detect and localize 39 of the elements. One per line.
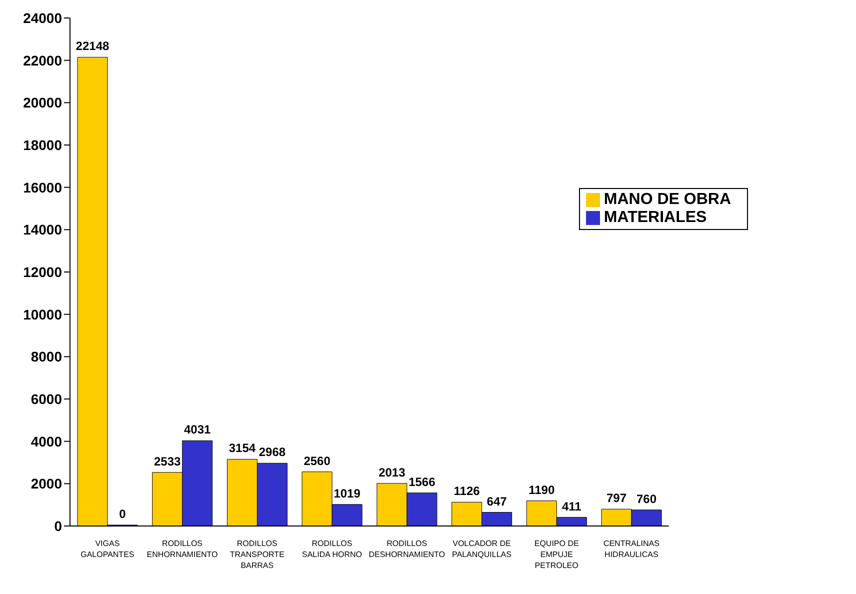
y-tick-label: 6000 xyxy=(30,390,62,407)
x-tick-label: RODILLOS DESHORNAMIENTO xyxy=(368,539,446,559)
data-label: 0 xyxy=(119,507,126,521)
x-tick-label: RODILLOS SALIDA HORNO xyxy=(302,539,362,559)
data-label: 647 xyxy=(486,494,508,508)
data-label: 1126 xyxy=(454,484,480,498)
data-label: 1190 xyxy=(528,482,555,497)
y-tick-label: 14000 xyxy=(23,222,62,238)
legend-label: MATERIALES xyxy=(604,209,707,226)
data-label: 4031 xyxy=(184,422,212,437)
y-tick-label: 0 xyxy=(54,518,62,534)
data-label: 1019 xyxy=(334,486,361,500)
data-label: 2013 xyxy=(378,465,406,480)
x-tick-label: RODILLOS TRANSPORTE BARRAS xyxy=(230,539,284,570)
data-label: 760 xyxy=(636,492,657,506)
data-label: 2533 xyxy=(154,454,182,468)
data-label: 1566 xyxy=(408,474,436,489)
y-tick-label: 16000 xyxy=(23,179,62,196)
y-tick-label: 12000 xyxy=(23,264,62,280)
data-label: 2968 xyxy=(258,445,286,460)
x-tick-label: EQUIPO DE EMPUJE PETROLEO xyxy=(534,539,579,570)
data-label: 22148 xyxy=(76,39,110,54)
y-tick-label: 2000 xyxy=(30,476,62,492)
y-tick-label: 22000 xyxy=(23,52,62,68)
y-tick-label: 18000 xyxy=(23,136,62,153)
data-label: 3154 xyxy=(228,441,256,456)
y-tick-label: 24000 xyxy=(23,10,62,26)
x-tick-label: VIGAS GALOPANTES xyxy=(80,539,134,559)
y-tick-label: 20000 xyxy=(23,94,62,111)
x-tick-label: VOLCADOR DE PALANQUILLAS xyxy=(452,539,512,559)
y-tick-label: 10000 xyxy=(23,306,62,322)
x-tick-label: RODILLOS ENHORNAMIENTO xyxy=(146,539,218,559)
x-tick-label: CENTRALINAS HIDRAULICAS xyxy=(603,539,660,559)
legend-label: MANO DE OBRA xyxy=(604,191,731,208)
data-label: 2560 xyxy=(304,454,331,468)
data-label: 797 xyxy=(606,491,627,506)
y-tick-label: 8000 xyxy=(30,348,62,365)
data-label: 411 xyxy=(562,499,582,514)
y-tick-label: 4000 xyxy=(30,433,62,450)
